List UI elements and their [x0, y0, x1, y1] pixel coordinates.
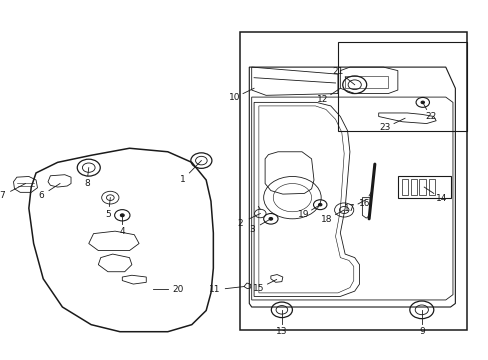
Bar	[397, 176, 449, 198]
Bar	[419, 179, 425, 195]
Text: 8: 8	[84, 179, 90, 188]
Text: 12: 12	[317, 95, 328, 104]
Text: 18: 18	[321, 215, 332, 224]
Text: 14: 14	[435, 194, 447, 203]
Text: 22: 22	[424, 112, 435, 121]
Text: 10: 10	[228, 93, 240, 102]
Text: 1: 1	[180, 175, 186, 184]
Bar	[239, 32, 467, 330]
Bar	[410, 179, 417, 195]
Text: 3: 3	[248, 225, 254, 234]
Text: 15: 15	[252, 284, 264, 293]
Text: 19: 19	[297, 211, 308, 220]
Text: 11: 11	[209, 285, 220, 294]
Bar	[345, 76, 387, 88]
Text: 20: 20	[172, 285, 183, 294]
Text: 5: 5	[105, 210, 111, 219]
Text: 6: 6	[38, 191, 44, 200]
Circle shape	[120, 214, 124, 217]
Text: 17: 17	[343, 204, 355, 213]
Text: 13: 13	[276, 327, 287, 336]
Bar	[401, 179, 407, 195]
Text: 7: 7	[0, 191, 5, 200]
Text: 9: 9	[418, 327, 424, 336]
Circle shape	[268, 217, 272, 220]
Circle shape	[420, 101, 424, 104]
Circle shape	[318, 203, 321, 206]
Text: 21: 21	[332, 67, 343, 76]
Bar	[427, 179, 434, 195]
Text: 16: 16	[359, 199, 370, 208]
Text: 23: 23	[379, 123, 390, 132]
Bar	[337, 42, 467, 131]
Text: 2: 2	[237, 219, 243, 228]
Text: 4: 4	[119, 228, 125, 237]
